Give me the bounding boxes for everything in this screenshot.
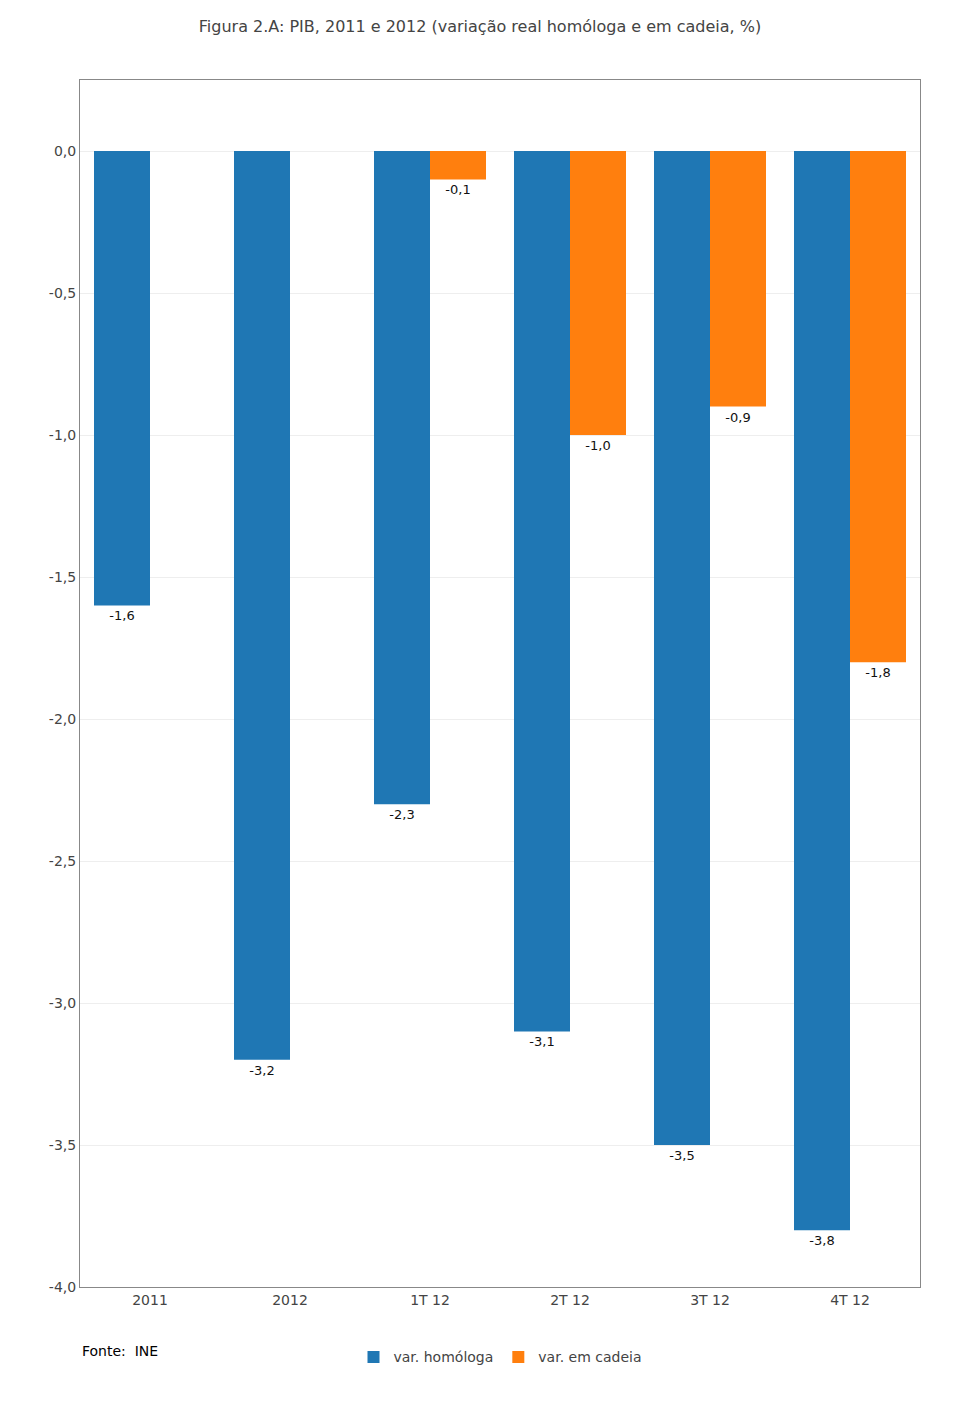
svg-text:2T 12: 2T 12 <box>550 1292 590 1308</box>
svg-text:-2,3: -2,3 <box>389 807 414 822</box>
svg-text:-1,8: -1,8 <box>865 665 890 680</box>
svg-text:4T 12: 4T 12 <box>830 1292 870 1308</box>
svg-text:Fonte: INE: Fonte: INE <box>82 1343 158 1359</box>
svg-text:-0,9: -0,9 <box>725 410 750 425</box>
svg-text:-3,5: -3,5 <box>49 1137 76 1153</box>
svg-text:-0,5: -0,5 <box>49 285 76 301</box>
svg-text:2011: 2011 <box>132 1292 168 1308</box>
svg-text:-2,0: -2,0 <box>49 711 76 727</box>
svg-text:3T 12: 3T 12 <box>690 1292 730 1308</box>
svg-text:2012: 2012 <box>272 1292 308 1308</box>
svg-text:1T 12: 1T 12 <box>410 1292 450 1308</box>
svg-text:-1,6: -1,6 <box>109 608 134 623</box>
svg-text:-2,5: -2,5 <box>49 853 76 869</box>
svg-text:-0,1: -0,1 <box>445 182 470 197</box>
svg-text:Figura 2.A: PIB, 2011 e 2012 (: Figura 2.A: PIB, 2011 e 2012 (variação r… <box>199 17 761 36</box>
svg-text:-3,8: -3,8 <box>809 1233 834 1248</box>
svg-text:-4,0: -4,0 <box>49 1279 76 1295</box>
svg-text:-3,2: -3,2 <box>249 1063 274 1078</box>
svg-text:-1,5: -1,5 <box>49 569 76 585</box>
svg-text:-3,0: -3,0 <box>49 995 76 1011</box>
svg-text:-3,5: -3,5 <box>669 1148 694 1163</box>
svg-text:-3,1: -3,1 <box>529 1034 554 1049</box>
svg-text:0,0: 0,0 <box>54 143 76 159</box>
svg-text:-1,0: -1,0 <box>49 427 76 443</box>
svg-text:-1,0: -1,0 <box>585 438 610 453</box>
svg-text:var. homóloga: var. homóloga <box>394 1349 494 1365</box>
svg-text:var. em cadeia: var. em cadeia <box>538 1349 641 1365</box>
